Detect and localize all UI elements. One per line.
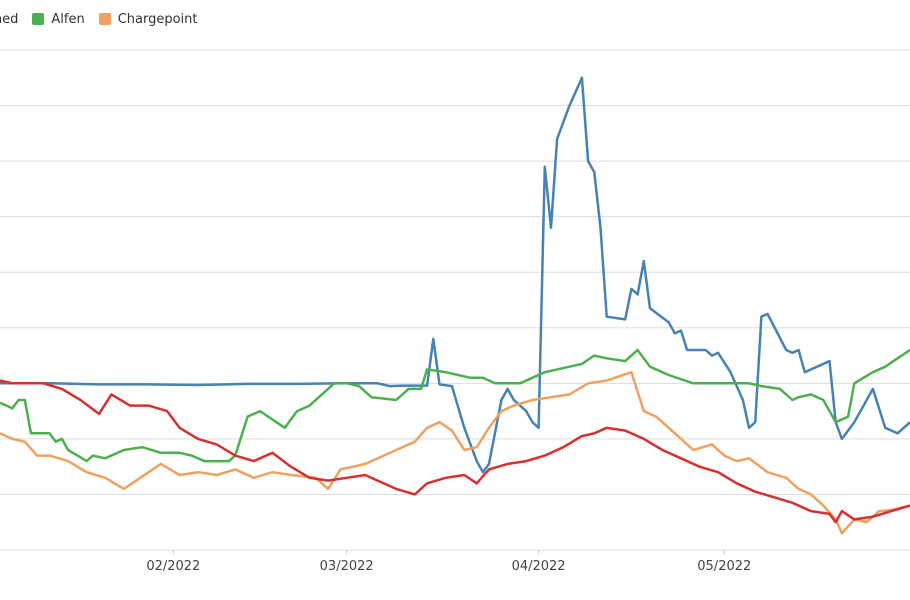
- series-line-series-3[interactable]: [0, 379, 910, 524]
- x-axis-ticks: 02/2022 03/2022 04/2022 05/2022: [146, 550, 751, 574]
- legend-label-chargepoint: Chargepoint: [117, 11, 198, 27]
- x-tick-label: 02/2022: [146, 559, 200, 574]
- legend-swatch-chargepoint: [98, 13, 111, 25]
- series-line-alfen[interactable]: [0, 348, 910, 463]
- legend-item-chargepoint[interactable]: Chargepoint: [98, 11, 198, 27]
- legend-label-alfen: Alfen: [51, 11, 85, 27]
- legend-label-fastned: stned: [0, 11, 19, 27]
- x-tick-label: 04/2022: [512, 559, 566, 574]
- legend-item-fastned[interactable]: stned: [0, 12, 18, 27]
- chart-legend: stned Alfen Chargepoint: [0, 10, 212, 28]
- legend-swatch-alfen: [32, 13, 45, 25]
- series-line-chargepoint[interactable]: [0, 370, 910, 535]
- series-line-fastned[interactable]: [0, 76, 910, 474]
- series-layer: [0, 76, 910, 535]
- x-tick-label: 03/2022: [320, 559, 374, 574]
- x-tick-label: 05/2022: [697, 559, 751, 574]
- legend-item-alfen[interactable]: Alfen: [32, 11, 85, 27]
